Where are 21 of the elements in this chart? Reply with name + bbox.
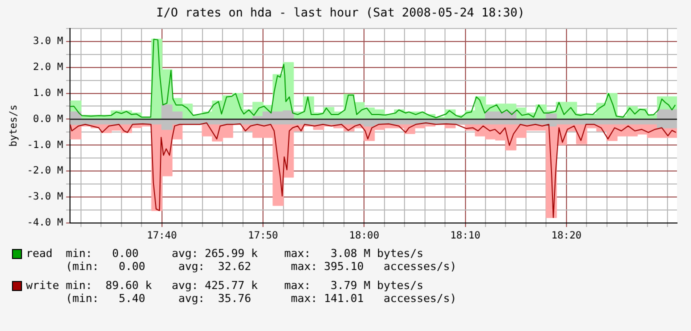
text: (min: 0.00 avg: 32.62 max: 395.10 accesses/s) xyxy=(66,260,456,273)
y-tick-label: 0.0 M xyxy=(33,114,64,125)
y-tick-label: -2.0 M xyxy=(27,166,64,177)
y-tick-label: 3.0 M xyxy=(33,36,64,47)
y-tick-label: -3.0 M xyxy=(27,192,64,203)
x-tick-label: 17:50 xyxy=(248,230,278,242)
legend-label: read xyxy=(26,247,54,260)
y-tick-label: 2.0 M xyxy=(33,62,64,73)
legend-label: write xyxy=(26,279,60,292)
text: min: 89.60 k avg: 425.77 k max: 3.79 M bytes/s xyxy=(66,279,424,292)
y-tick-label: -1.0 M xyxy=(27,140,64,151)
x-tick-label: 17:40 xyxy=(146,230,177,242)
x-tick-label: 18:20 xyxy=(551,230,582,242)
y-tick-label: 1.0 M xyxy=(33,88,64,99)
x-tick-label: 18:10 xyxy=(450,230,480,242)
chart-title: I/O rates on hda - last hour (Sat 2008-05-24 18:30) xyxy=(156,5,525,20)
text: min: 0.00 avg: 265.99 k max: 3.08 M bytes/s xyxy=(66,247,424,260)
text: (min: 5.40 avg: 35.76 max: 141.01 accesses/s) xyxy=(66,292,456,305)
y-axis-title: bytes/s xyxy=(8,104,20,147)
y-tick-label: -4.0 M xyxy=(27,218,64,229)
x-tick-label: 18:00 xyxy=(349,230,380,242)
